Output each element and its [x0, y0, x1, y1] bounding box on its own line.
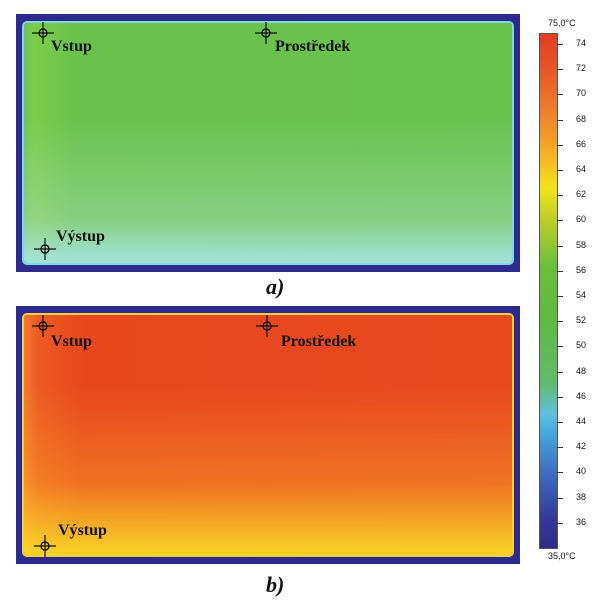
scale-tick-label: 74 — [575, 38, 586, 48]
scale-tick-line — [557, 472, 563, 474]
scale-tick-line — [557, 396, 563, 398]
scale-tick-label: 38 — [575, 491, 586, 502]
crosshair-marker-icon — [256, 315, 278, 337]
caption-b: b) — [266, 572, 285, 597]
marker-label-vstup-b: Vstup — [51, 333, 92, 350]
scale-tick-label: 72 — [575, 63, 586, 74]
scale-tick-line — [557, 69, 563, 71]
scale-tick-label: 48 — [575, 365, 586, 376]
scale-tick-label: 40 — [575, 466, 586, 477]
scale-tick-line — [557, 44, 563, 45]
scale-tick-line — [557, 371, 563, 373]
marker-label-prostredek-a: Prostředek — [275, 38, 351, 55]
crosshair-marker-icon — [34, 535, 56, 557]
scale-tick-label: 62 — [575, 189, 586, 200]
scale-tick-line — [557, 270, 563, 272]
crosshair-marker-icon — [32, 22, 54, 44]
scale-tick-label: 66 — [575, 138, 586, 149]
scale-tick-line — [557, 119, 563, 121]
scale-min-label: 35,0°C — [548, 551, 576, 561]
scale-tick-line — [557, 245, 563, 247]
scale-tick-line — [557, 144, 563, 146]
crosshair-marker-icon — [34, 238, 56, 260]
scale-tick-line — [557, 447, 563, 449]
heat-region-a — [24, 23, 512, 263]
scale-tick-line — [557, 195, 563, 197]
scale-tick-line — [557, 170, 563, 171]
scale-tick-line — [557, 220, 563, 222]
scale-tick-line — [557, 321, 563, 323]
scale-tick-label: 70 — [575, 88, 586, 99]
scale-tick-label: 44 — [575, 416, 586, 426]
caption-a: a) — [266, 274, 285, 299]
marker-label-vystup-b: Výstup — [58, 522, 107, 539]
marker-label-vstup-a: Vstup — [51, 38, 92, 55]
scale-tick-label: 60 — [575, 214, 586, 225]
marker-label-vystup-a: Výstup — [56, 228, 105, 245]
crosshair-marker-icon — [32, 315, 54, 337]
scale-tick-label: 68 — [575, 113, 586, 124]
scale-tick-label: 54 — [575, 290, 586, 300]
heat-region-b — [24, 315, 512, 555]
scale-tick-label: 52 — [575, 315, 586, 326]
thermogram-b — [16, 306, 520, 564]
scale-tick-label: 36 — [575, 516, 586, 527]
scale-tick-label: 46 — [575, 390, 586, 401]
temperature-color-scale — [539, 33, 558, 549]
scale-tick-line — [557, 497, 563, 499]
scale-tick-label: 64 — [575, 164, 586, 174]
scale-tick-label: 42 — [575, 441, 586, 452]
thermogram-a — [16, 14, 520, 272]
scale-tick-line — [557, 346, 563, 348]
scale-max-label: 75,0°C — [548, 18, 576, 28]
scale-tick-line — [557, 422, 563, 423]
marker-label-prostredek-b: Prostředek — [281, 333, 357, 350]
scale-tick-line — [557, 296, 563, 297]
crosshair-marker-icon — [255, 22, 277, 44]
scale-tick-label: 56 — [575, 264, 586, 275]
scale-tick-label: 50 — [575, 340, 586, 351]
scale-tick-line — [557, 94, 563, 96]
scale-tick-label: 58 — [575, 239, 586, 250]
scale-tick-line — [557, 522, 563, 524]
